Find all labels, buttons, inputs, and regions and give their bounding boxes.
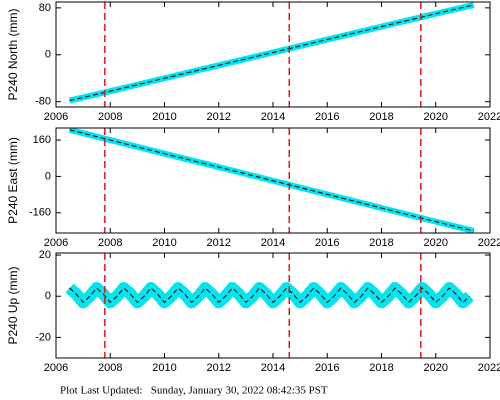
x-tick-label: 2006 bbox=[44, 362, 68, 374]
y-tick-label: -80 bbox=[35, 96, 51, 108]
model-series bbox=[69, 4, 474, 102]
footer: Plot Last Updated: Sunday, January 30, 2… bbox=[60, 385, 328, 397]
x-tick-label: 2012 bbox=[207, 111, 231, 123]
x-tick-label: 2008 bbox=[98, 111, 122, 123]
x-tick-label: 2018 bbox=[369, 237, 393, 249]
model-series bbox=[69, 287, 470, 303]
x-tick-label: 2012 bbox=[207, 362, 231, 374]
y-tick-label: 0 bbox=[45, 170, 51, 182]
observed-series bbox=[65, 282, 474, 309]
x-tick-label: 2006 bbox=[44, 111, 68, 123]
x-tick-label: 2006 bbox=[44, 237, 68, 249]
x-tick-label: 2008 bbox=[98, 237, 122, 249]
x-tick-label: 2016 bbox=[315, 362, 339, 374]
y-tick-label: 160 bbox=[33, 134, 51, 146]
x-tick-label: 2022 bbox=[478, 362, 500, 374]
x-tick-label: 2008 bbox=[98, 362, 122, 374]
x-tick-label: 2022 bbox=[478, 237, 500, 249]
x-tick-label: 2016 bbox=[315, 237, 339, 249]
x-tick-label: 2012 bbox=[207, 237, 231, 249]
x-tick-label: 2010 bbox=[152, 111, 176, 123]
y-axis-label: P240 Up (mm) bbox=[6, 266, 20, 344]
model-series bbox=[69, 129, 474, 232]
y-tick-label: -20 bbox=[35, 331, 51, 343]
x-tick-label: 2020 bbox=[424, 111, 448, 123]
y-tick-label: 0 bbox=[45, 49, 51, 61]
x-tick-label: 2020 bbox=[424, 237, 448, 249]
y-tick-label: 80 bbox=[39, 2, 51, 14]
x-tick-label: 2022 bbox=[478, 111, 500, 123]
y-tick-label: 20 bbox=[39, 249, 51, 261]
y-axis-label: P240 East (mm) bbox=[6, 137, 20, 224]
x-tick-label: 2018 bbox=[369, 362, 393, 374]
y-axis-label: P240 North (mm) bbox=[6, 8, 20, 100]
x-tick-label: 2014 bbox=[261, 237, 285, 249]
y-tick-label: -160 bbox=[29, 207, 51, 219]
x-tick-label: 2014 bbox=[261, 362, 285, 374]
x-tick-label: 2016 bbox=[315, 111, 339, 123]
x-tick-label: 2010 bbox=[152, 237, 176, 249]
x-tick-label: 2018 bbox=[369, 111, 393, 123]
x-tick-label: 2010 bbox=[152, 362, 176, 374]
x-tick-label: 2020 bbox=[424, 362, 448, 374]
y-tick-label: 0 bbox=[45, 290, 51, 302]
x-tick-label: 2014 bbox=[261, 111, 285, 123]
